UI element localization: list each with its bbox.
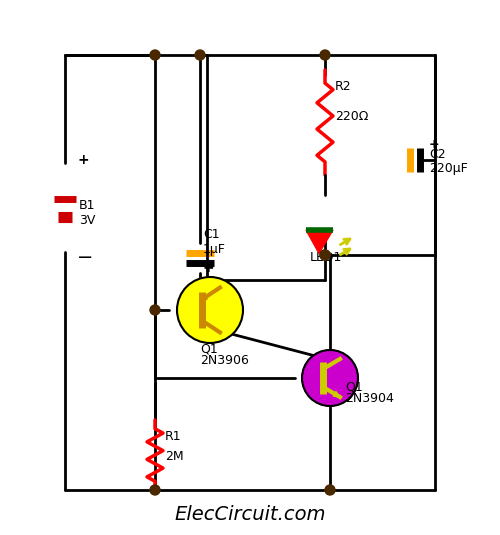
Circle shape (325, 485, 335, 495)
Circle shape (320, 250, 330, 260)
Text: LED1: LED1 (310, 251, 342, 264)
Text: C2: C2 (429, 148, 446, 161)
Text: +: + (203, 261, 214, 275)
Text: +: + (77, 153, 88, 167)
Text: 2M: 2M (165, 450, 184, 463)
Polygon shape (333, 392, 340, 397)
Text: R1: R1 (165, 430, 182, 443)
Circle shape (177, 277, 243, 343)
Text: +: + (429, 138, 440, 151)
Circle shape (150, 50, 160, 60)
Circle shape (150, 485, 160, 495)
Circle shape (150, 305, 160, 315)
Text: R2: R2 (335, 80, 351, 93)
Text: 220μF: 220μF (429, 162, 468, 175)
Text: Q1: Q1 (345, 380, 363, 393)
Text: ElecCircuit.com: ElecCircuit.com (174, 506, 326, 524)
Circle shape (320, 50, 330, 60)
Text: B1
3V: B1 3V (79, 198, 96, 226)
Text: 2N3904: 2N3904 (345, 392, 394, 405)
Text: 220Ω: 220Ω (335, 110, 368, 123)
Text: Q1: Q1 (200, 342, 218, 355)
Text: −: − (77, 248, 94, 267)
Polygon shape (306, 230, 333, 254)
Circle shape (195, 50, 205, 60)
Circle shape (320, 250, 330, 260)
Text: C1: C1 (203, 228, 220, 241)
Text: 1μF: 1μF (203, 243, 226, 256)
Circle shape (302, 350, 358, 406)
Text: 2N3906: 2N3906 (200, 354, 249, 367)
Polygon shape (200, 295, 207, 301)
